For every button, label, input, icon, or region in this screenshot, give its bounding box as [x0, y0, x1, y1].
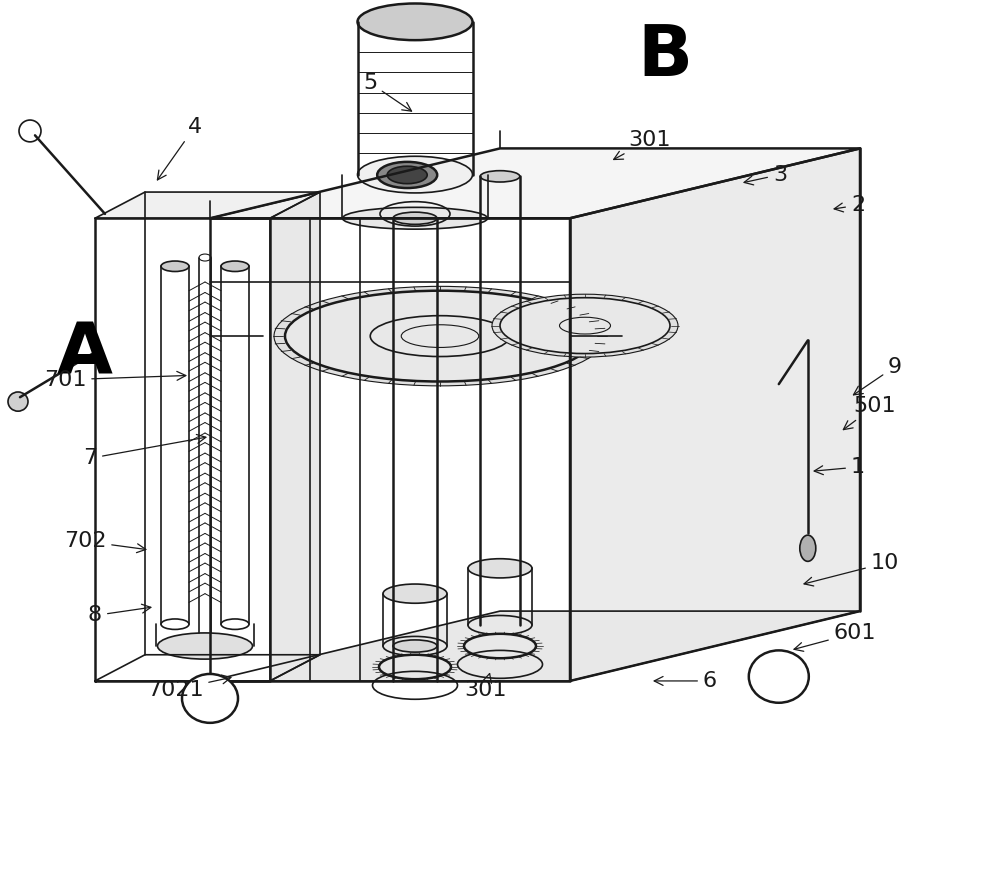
Ellipse shape: [379, 655, 451, 679]
Ellipse shape: [464, 634, 536, 658]
Text: 301: 301: [614, 130, 671, 160]
Ellipse shape: [8, 392, 28, 411]
Polygon shape: [95, 218, 270, 681]
Text: A: A: [57, 319, 113, 388]
Ellipse shape: [468, 559, 532, 578]
Ellipse shape: [500, 298, 670, 354]
Polygon shape: [95, 655, 320, 681]
Ellipse shape: [358, 3, 473, 40]
Text: 2: 2: [834, 196, 865, 215]
Text: 501: 501: [843, 396, 896, 430]
Text: 7021: 7021: [147, 675, 231, 699]
Text: 5: 5: [363, 73, 412, 111]
Polygon shape: [570, 148, 860, 681]
Ellipse shape: [161, 261, 189, 272]
Ellipse shape: [387, 166, 427, 183]
Ellipse shape: [393, 640, 437, 652]
Ellipse shape: [342, 207, 488, 229]
Ellipse shape: [158, 633, 252, 659]
Ellipse shape: [383, 584, 447, 603]
Ellipse shape: [492, 294, 678, 357]
Ellipse shape: [358, 156, 473, 193]
Text: 1: 1: [814, 457, 865, 477]
Polygon shape: [210, 218, 570, 681]
Circle shape: [182, 674, 238, 723]
Ellipse shape: [393, 212, 437, 224]
Text: 6: 6: [654, 671, 717, 691]
Ellipse shape: [274, 286, 606, 386]
Text: 4: 4: [157, 117, 202, 180]
Ellipse shape: [221, 261, 249, 272]
Text: B: B: [637, 22, 693, 92]
Text: 7: 7: [83, 435, 206, 468]
Text: 301: 301: [464, 673, 506, 699]
Text: 10: 10: [804, 553, 899, 586]
Circle shape: [749, 650, 809, 703]
Text: 701: 701: [44, 370, 186, 389]
Text: 9: 9: [853, 357, 902, 395]
Polygon shape: [270, 192, 320, 681]
Polygon shape: [210, 611, 860, 681]
Ellipse shape: [285, 291, 595, 382]
Ellipse shape: [480, 170, 520, 182]
Text: 702: 702: [64, 532, 146, 553]
Polygon shape: [95, 192, 320, 218]
Text: 601: 601: [794, 623, 876, 651]
Ellipse shape: [377, 162, 437, 188]
Polygon shape: [210, 148, 860, 218]
Ellipse shape: [800, 535, 816, 561]
Text: 3: 3: [744, 165, 787, 185]
Text: 8: 8: [88, 604, 151, 625]
